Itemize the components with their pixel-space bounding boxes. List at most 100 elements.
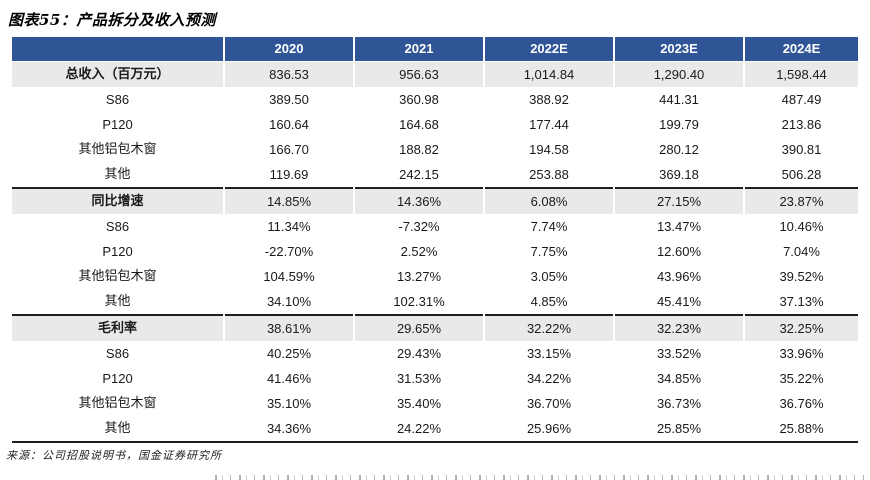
value-cell: 441.31 (613, 87, 744, 112)
table-row: 其他铝包木窗 166.70 188.82 194.58 280.12 390.81 (12, 137, 858, 162)
value-cell: 33.52% (613, 341, 744, 366)
value-cell: 14.36% (353, 187, 484, 214)
row-label: S86 (105, 92, 130, 107)
value-cell: 487.49 (743, 87, 858, 112)
table-row: S86 389.50 360.98 388.92 441.31 487.49 (12, 87, 858, 112)
value-cell: 25.85% (613, 416, 744, 443)
value-cell: 253.88 (483, 162, 614, 188)
year-column-header: 2020 (223, 37, 354, 62)
value-cell: 33.96% (743, 341, 858, 366)
value-cell: 37.13% (743, 289, 858, 315)
value-cell: 188.82 (353, 137, 484, 162)
year-column-header: 2021 (353, 37, 484, 62)
value-cell: 29.65% (353, 314, 484, 341)
table-row: P120 -22.70% 2.52% 7.75% 12.60% 7.04% (12, 239, 858, 264)
value-cell: 102.31% (353, 289, 484, 315)
value-cell: 34.22% (483, 366, 614, 391)
value-cell: 1,290.40 (613, 61, 744, 87)
value-cell: 177.44 (483, 112, 614, 137)
value-cell: 32.25% (743, 314, 858, 341)
year-column-header: 2024E (743, 37, 858, 62)
value-cell: 27.15% (613, 187, 744, 214)
table-row: 毛利率 38.61% 29.65% 32.22% 32.23% 32.25% (12, 314, 858, 341)
value-cell: 32.23% (613, 314, 744, 341)
value-cell: 369.18 (613, 162, 744, 188)
value-cell: 29.43% (353, 341, 484, 366)
row-label: P120 (102, 244, 133, 259)
value-cell: 506.28 (743, 162, 858, 188)
table-row: 其他 119.69 242.15 253.88 369.18 506.28 (12, 162, 858, 188)
value-cell: 389.50 (223, 87, 354, 112)
value-cell: 32.22% (483, 314, 614, 341)
value-cell: 43.96% (613, 264, 744, 289)
value-cell: 2.52% (353, 239, 484, 264)
product-revenue-forecast-table: 2020 2021 2022E 2023E 2024E 总收入（百万元） 836.53 95… (12, 37, 858, 443)
year-column-header: 2022E (483, 37, 614, 62)
value-cell: 7.74% (483, 214, 614, 239)
row-label: P120 (102, 371, 133, 386)
value-cell: 1,014.84 (483, 61, 614, 87)
value-cell: 25.96% (483, 416, 614, 443)
value-cell: 119.69 (223, 162, 354, 188)
value-cell: 35.10% (223, 391, 354, 416)
table-row: 同比增速 14.85% 14.36% 6.08% 27.15% 23.87% (12, 187, 858, 214)
row-label: S86 (105, 346, 130, 361)
row-label: S86 (105, 219, 130, 234)
row-label: 其他 (104, 167, 131, 182)
value-cell: 23.87% (743, 187, 858, 214)
value-cell: 33.15% (483, 341, 614, 366)
value-cell: 14.85% (223, 187, 354, 214)
table-row: 总收入（百万元） 836.53 956.63 1,014.84 1,290.40 1,59… (12, 61, 858, 87)
source-note: 来源：公司招股说明书，国金证券研究所 (6, 449, 222, 462)
value-cell: -7.32% (353, 214, 484, 239)
value-cell: 25.88% (743, 416, 858, 443)
table-row: P120 160.64 164.68 177.44 199.79 213.86 (12, 112, 858, 137)
value-cell: 36.73% (613, 391, 744, 416)
table-row: 其他铝包木窗 35.10% 35.40% 36.70% 36.73% 36.76% (12, 391, 858, 416)
value-cell: 45.41% (613, 289, 744, 315)
value-cell: 160.64 (223, 112, 354, 137)
row-label: 同比增速 (12, 187, 224, 214)
chart-title: 图表55：产品拆分及收入预测 (8, 11, 216, 29)
report-page: 图表55：产品拆分及收入预测 2020 2021 2022E 2023E 2024E 总… (0, 9, 870, 480)
table-row: S86 11.34% -7.32% 7.74% 13.47% 10.46% (12, 214, 858, 239)
value-cell: 34.85% (613, 366, 744, 391)
table-row: 其他 34.10% 102.31% 4.85% 45.41% 37.13% (12, 289, 858, 315)
table-header-row: 2020 2021 2022E 2023E 2024E (12, 37, 858, 62)
row-label: 其他铝包木窗 (78, 142, 157, 157)
value-cell: 213.86 (743, 112, 858, 137)
value-cell: 39.52% (743, 264, 858, 289)
row-label: 毛利率 (12, 314, 224, 341)
table-row: S86 40.25% 29.43% 33.15% 33.52% 33.96% (12, 341, 858, 366)
value-cell: 104.59% (223, 264, 354, 289)
value-cell: 166.70 (223, 137, 354, 162)
value-cell: 36.70% (483, 391, 614, 416)
value-cell: 34.36% (223, 416, 354, 443)
value-cell: 13.27% (353, 264, 484, 289)
value-cell: 36.76% (743, 391, 858, 416)
value-cell: 10.46% (743, 214, 858, 239)
row-label: 其他 (12, 416, 224, 443)
value-cell: 390.81 (743, 137, 858, 162)
value-cell: 360.98 (353, 87, 484, 112)
value-cell: 34.10% (223, 289, 354, 315)
value-cell: 6.08% (483, 187, 614, 214)
value-cell: 40.25% (223, 341, 354, 366)
value-cell: -22.70% (223, 239, 354, 264)
value-cell: 7.04% (743, 239, 858, 264)
row-label: 其他铝包木窗 (78, 396, 157, 411)
value-cell: 41.46% (223, 366, 354, 391)
value-cell: 194.58 (483, 137, 614, 162)
value-cell: 12.60% (613, 239, 744, 264)
year-column-header: 2023E (613, 37, 744, 62)
row-label: 总收入（百万元） (12, 61, 224, 87)
value-cell: 836.53 (223, 61, 354, 87)
value-cell: 164.68 (353, 112, 484, 137)
value-cell: 11.34% (223, 214, 354, 239)
value-cell: 1,598.44 (743, 61, 858, 87)
table-row: 其他铝包木窗 104.59% 13.27% 3.05% 43.96% 39.52% (12, 264, 858, 289)
table-row: 其他 34.36% 24.22% 25.96% 25.85% 25.88% (12, 416, 858, 443)
value-cell: 3.05% (483, 264, 614, 289)
value-cell: 24.22% (353, 416, 484, 443)
value-cell: 388.92 (483, 87, 614, 112)
